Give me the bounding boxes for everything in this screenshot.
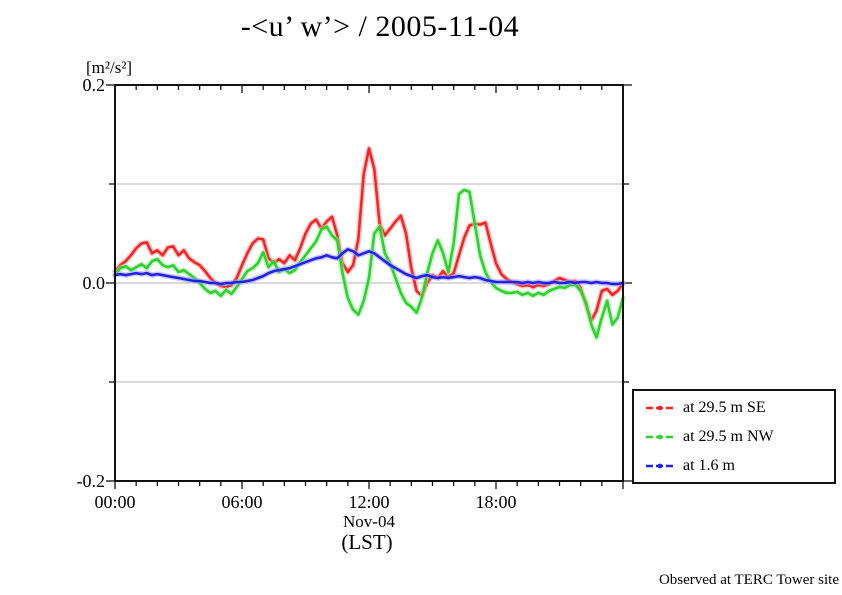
y-tick-label-top: 0.2 bbox=[82, 75, 106, 95]
page-title: -<u’ w’> / 2005-11-04 bbox=[240, 10, 520, 43]
footer-credits: Observed at TERC Tower site Created Auto… bbox=[414, 533, 839, 595]
x-tick-label-0000: 00:00 bbox=[94, 492, 136, 512]
legend-label-nw: at 29.5 m NW bbox=[683, 427, 774, 445]
y-tick-label-bottom: -0.2 bbox=[76, 471, 106, 491]
blue-line-marker-icon bbox=[646, 463, 674, 468]
legend-entry-16m: at 1.6 m bbox=[634, 457, 834, 475]
red-line-marker-icon bbox=[646, 405, 674, 410]
legend-box: at 29.5 m SE at 29.5 m NW at 1.6 m bbox=[632, 389, 836, 484]
legend-label-16m: at 1.6 m bbox=[683, 456, 735, 474]
green-line-marker-icon bbox=[646, 434, 674, 439]
legend-label-se: at 29.5 m SE bbox=[683, 398, 766, 416]
x-axis-unit-label: (LST) bbox=[341, 530, 393, 554]
x-tick-label-1800: 18:00 bbox=[475, 492, 517, 512]
legend-entry-se: at 29.5 m SE bbox=[634, 399, 834, 417]
x-tick-label-1200: 12:00 bbox=[348, 492, 390, 512]
x-tick-label-0600: 06:00 bbox=[221, 492, 263, 512]
y-tick-label-zero: 0.0 bbox=[82, 273, 106, 293]
footer-observed-line: Observed at TERC Tower site bbox=[658, 572, 839, 588]
x-axis-date-label: Nov-04 bbox=[343, 512, 395, 531]
legend-entry-nw: at 29.5 m NW bbox=[634, 428, 834, 446]
y-axis-unit-label: [m²/s²] bbox=[86, 58, 133, 77]
